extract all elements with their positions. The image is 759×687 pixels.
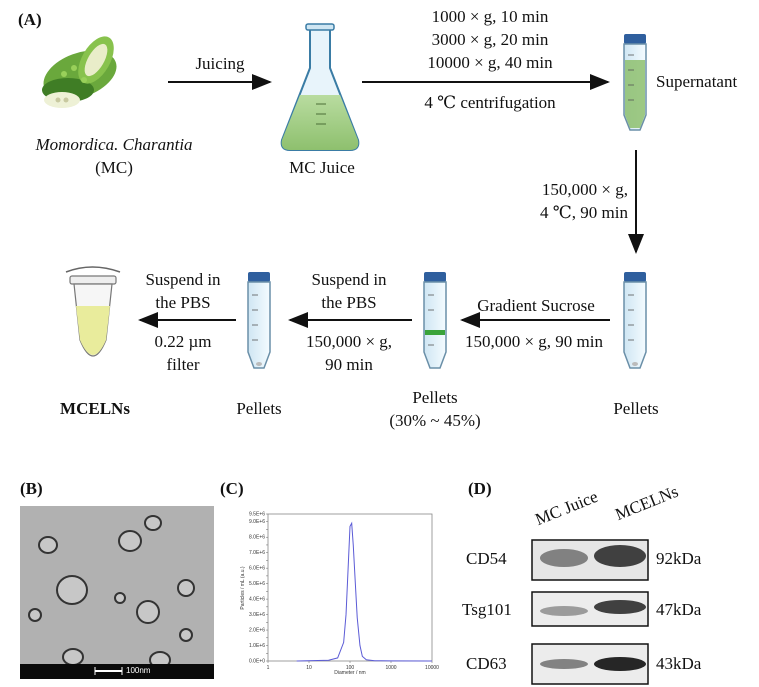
panel-a-label: (A) — [18, 10, 42, 29]
chart-x-tick-label: 10000 — [425, 665, 439, 671]
chart-x-axis-label: Diameter / nm — [334, 670, 365, 676]
chart-y-tick-label: 6.0E+6 — [249, 566, 265, 572]
western-blot — [531, 539, 649, 685]
chart-y-tick-label: 5.0E+6 — [249, 581, 265, 587]
pellet-tube-right-icon — [623, 272, 647, 369]
chart-y-tick-label: 7.0E+6 — [249, 550, 265, 556]
chart-x-tick-label: 10 — [306, 665, 312, 671]
suspend1-line-1: Suspend in — [311, 270, 387, 289]
centrifuge-line-1: 1000 × g, 10 min — [431, 7, 549, 26]
tem-image — [20, 506, 214, 679]
juicing-label: Juicing — [195, 54, 245, 73]
pellets-mid-pct: (30% ~ 45%) — [389, 411, 481, 430]
chart-y-tick-label: 9.0E+6 — [249, 519, 265, 525]
plant-abbr: (MC) — [95, 158, 133, 177]
panel-c-label: (C) — [220, 479, 244, 498]
ultra1-line-2: 4 ℃, 90 min — [540, 203, 628, 222]
ultra1-line-1: 150,000 × g, — [541, 180, 628, 199]
gradient-spin-label: 150,000 × g, 90 min — [464, 332, 604, 351]
centrifuge-temp: 4 ℃ centrifugation — [424, 93, 556, 112]
gradient-tube-icon — [423, 272, 447, 369]
blot-mw-cd63: 43kDa — [656, 654, 702, 673]
nta-chart: 0.0E+0 1.0E+6 2.0E+6 3.0E+6 4.0E+6 5.0E+6 6.0E… — [240, 512, 439, 677]
supernatant-label: Supernatant — [656, 72, 738, 91]
supernatant-tube-icon — [623, 34, 647, 131]
blot-label-cd63: CD63 — [466, 654, 507, 673]
pellets-left-label: Pellets — [236, 399, 282, 418]
filter-line-1: 0.22 µm — [154, 332, 212, 351]
chart-x-tick-label: 1000 — [385, 665, 396, 671]
chart-y-tick-label: 2.0E+6 — [249, 628, 265, 634]
mc-juice-label: MC Juice — [289, 158, 355, 177]
blot-mw-cd54: 92kDa — [656, 549, 702, 568]
suspend2-line-1: Suspend in — [145, 270, 221, 289]
flask-icon — [280, 23, 360, 151]
blot-mw-tsg101: 47kDa — [656, 600, 702, 619]
centrifuge-line-2: 3000 × g, 20 min — [431, 30, 549, 49]
blot-label-cd54: CD54 — [466, 549, 507, 568]
pellet-tube-left-icon — [247, 272, 271, 369]
product-label: MCELNs — [60, 399, 130, 418]
panel-d-label: (D) — [468, 479, 492, 498]
eppendorf-tube-icon — [65, 266, 121, 357]
spin2-line-2: 90 min — [325, 355, 373, 374]
bitter-melon-image — [42, 36, 117, 108]
chart-y-tick-label: 4.0E+6 — [249, 597, 265, 603]
chart-y-tick-label: 0.0E+0 — [249, 659, 265, 665]
chart-y-axis-label: Particles / mL (a.u.) — [240, 566, 246, 609]
suspend1-line-2: the PBS — [321, 293, 377, 312]
plant-name: Momordica. Charantia — [35, 135, 193, 154]
gradient-label: Gradient Sucrose — [477, 296, 595, 315]
chart-x-tick-label: 1 — [267, 665, 270, 671]
suspend2-line-2: the PBS — [155, 293, 211, 312]
scalebar-label: 100nm — [126, 666, 151, 675]
chart-y-tick-label: 1.0E+6 — [249, 643, 265, 649]
blot-label-tsg101: Tsg101 — [462, 600, 512, 619]
chart-y-tick-label: 3.0E+6 — [249, 612, 265, 618]
filter-line-2: filter — [166, 355, 200, 374]
pellets-mid-label: Pellets — [412, 388, 458, 407]
chart-y-tick-label: 9.5E+6 — [249, 512, 265, 518]
spin2-line-1: 150,000 × g, — [305, 332, 393, 351]
chart-y-tick-label: 8.0E+6 — [249, 535, 265, 541]
chart-x-tick-label: 100 — [346, 665, 355, 671]
centrifuge-line-3: 10000 × g, 40 min — [427, 53, 553, 72]
chart-series-line — [296, 521, 433, 662]
panel-b-label: (B) — [20, 479, 43, 498]
pellets-right-label: Pellets — [613, 399, 659, 418]
chart-plot-area — [267, 513, 433, 662]
